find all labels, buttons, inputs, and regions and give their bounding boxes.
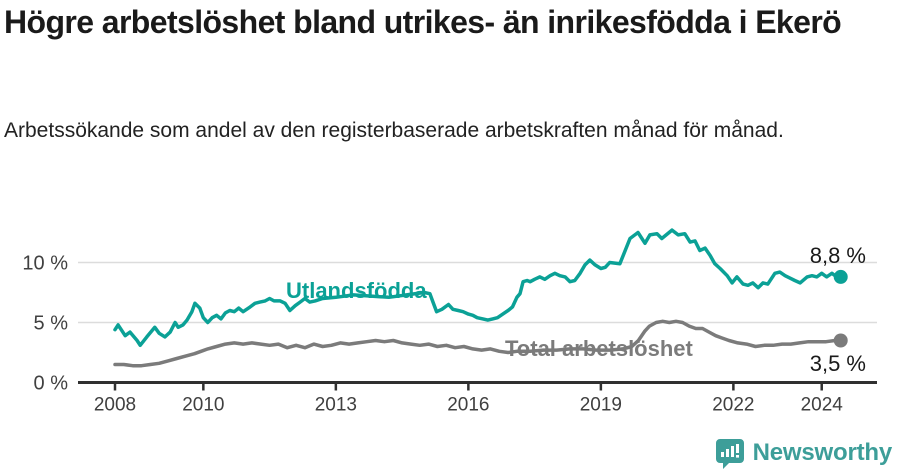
page-title: Högre arbetslöshet bland utrikes- än inr… (4, 4, 842, 40)
series-label-utlandsfodda: Utlandsfödda (286, 278, 427, 303)
newsworthy-logo[interactable]: Newsworthy (715, 437, 892, 469)
x-tick-label: 2008 (94, 395, 136, 416)
data-line-utlandsfodda (113, 228, 843, 348)
x-tick-label: 2024 (801, 395, 844, 416)
x-tick-label: 2010 (182, 395, 224, 416)
newsworthy-chart-bubble-icon (715, 438, 744, 469)
y-tick-label: 0 % (34, 373, 69, 395)
x-tick-label: 2019 (580, 395, 622, 416)
newsworthy-brand-text: Newsworthy (752, 439, 893, 466)
x-tick-label: 2022 (712, 395, 754, 416)
y-tick-label: 10 % (22, 253, 68, 275)
x-tick-label: 2016 (447, 395, 489, 416)
end-value-label-total: 3,5 % (809, 351, 866, 376)
x-tick-label: 2013 (315, 395, 357, 416)
page-subtitle: Arbetssökande som andel av den registerb… (4, 119, 784, 142)
end-dot-utlandsfodda (833, 269, 848, 284)
series-label-total-arbetsloshet: Total arbetslöshet (505, 336, 693, 361)
end-value-label-utlandsfodda: 8,8 % (809, 243, 866, 268)
end-dot-total (833, 333, 848, 348)
y-tick-label: 5 % (34, 313, 69, 335)
data-line-total (113, 319, 843, 368)
